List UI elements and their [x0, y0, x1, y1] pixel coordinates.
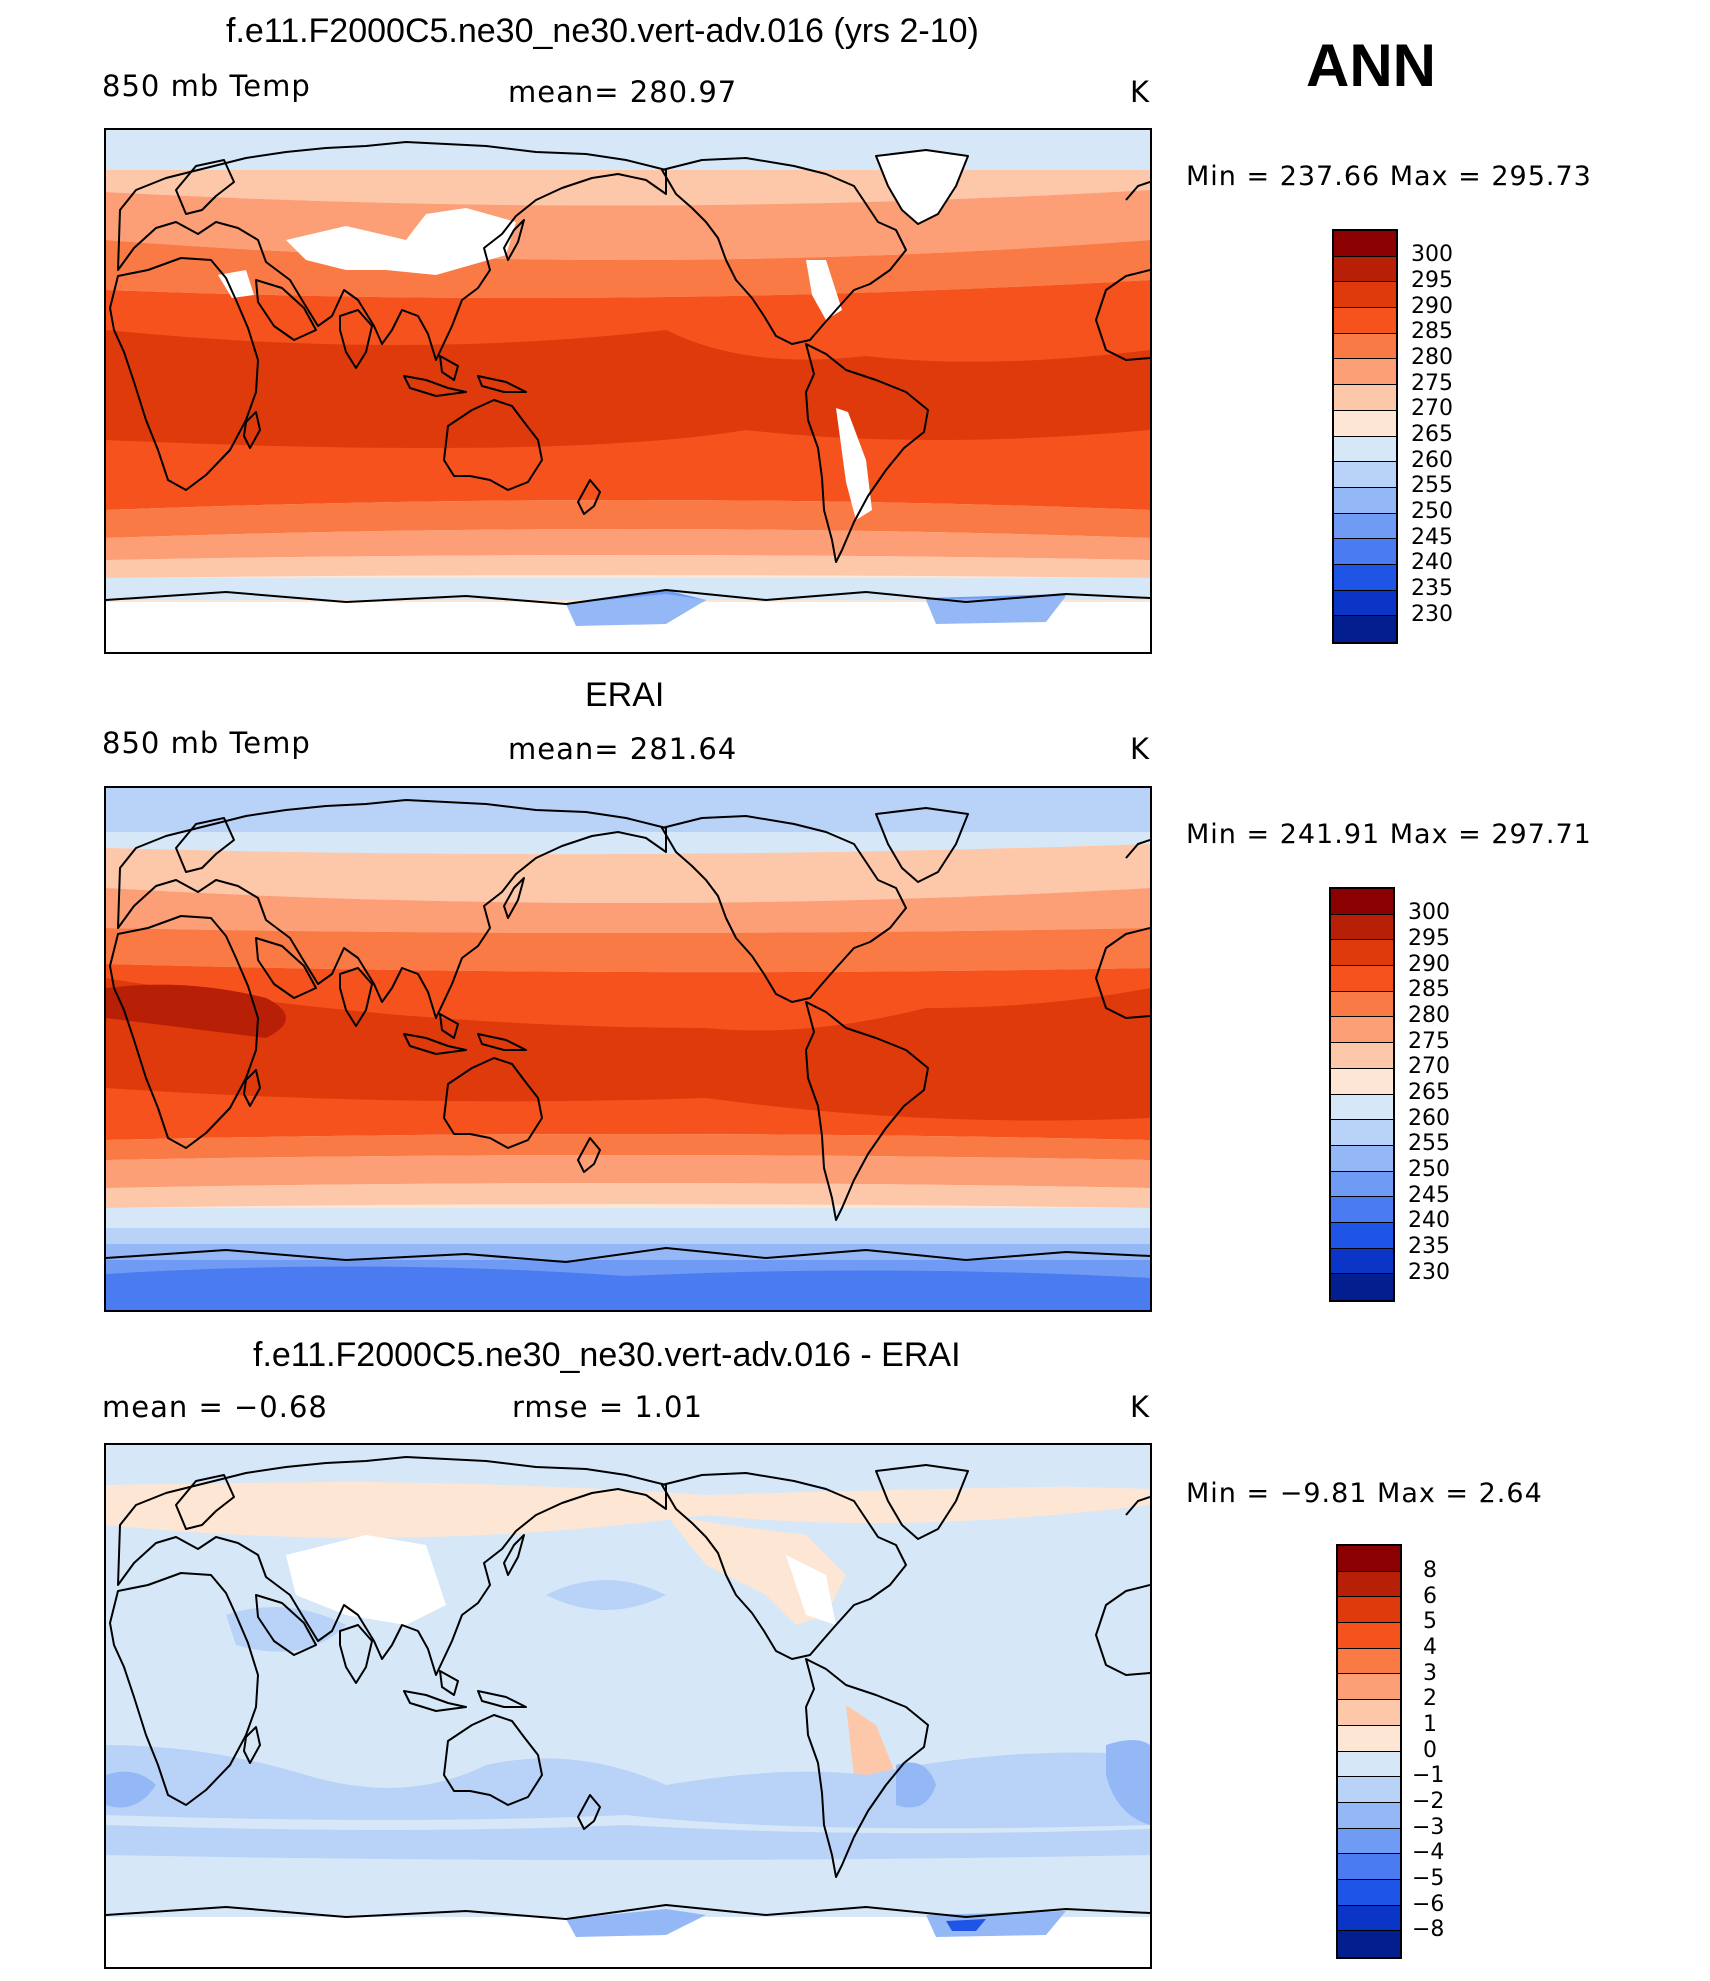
colorbar-3-tick: 1	[1423, 1712, 1437, 1737]
colorbar-3	[1336, 1544, 1402, 1959]
colorbar-2-tick: 230	[1408, 1260, 1450, 1285]
colorbar-1-tick: 265	[1411, 422, 1453, 447]
colorbar-1-tick: 260	[1411, 448, 1453, 473]
colorbar-2-tick: 290	[1408, 952, 1450, 977]
panel-2-units-label: K	[1130, 732, 1151, 766]
colorbar-1-tick: 290	[1411, 294, 1453, 319]
colorbar-1	[1332, 229, 1398, 644]
panel-3-mean-label: mean = −0.68	[102, 1390, 328, 1424]
colorbar-3-tick: 6	[1423, 1584, 1437, 1609]
erai-temperature-map	[104, 786, 1152, 1312]
colorbar-2-tick: 265	[1408, 1080, 1450, 1105]
panel-3-rmse-label: rmse = 1.01	[512, 1390, 703, 1424]
panel-2-minmax-label: Min = 241.91 Max = 297.71	[1186, 819, 1592, 850]
colorbar-1-tick: 250	[1411, 499, 1453, 524]
colorbar-3-tick: −4	[1412, 1840, 1445, 1865]
colorbar-2-tick: 250	[1408, 1157, 1450, 1182]
colorbar-3-tick: 4	[1423, 1635, 1437, 1660]
colorbar-2-tick: 300	[1408, 900, 1450, 925]
colorbar-3-tick: −1	[1412, 1763, 1445, 1788]
colorbar-3-tick: −8	[1412, 1917, 1445, 1942]
colorbar-3-tick: 8	[1423, 1558, 1437, 1583]
colorbar-3-tick: −5	[1412, 1866, 1445, 1891]
panel-3-minmax-label: Min = −9.81 Max = 2.64	[1186, 1478, 1543, 1509]
colorbar-3-tick: −2	[1412, 1789, 1445, 1814]
colorbar-1-tick: 230	[1411, 602, 1453, 627]
colorbar-2-tick: 275	[1408, 1029, 1450, 1054]
colorbar-1-tick: 270	[1411, 396, 1453, 421]
panel-2-variable-label: 850 mb Temp	[102, 726, 311, 760]
panel-1-minmax-label: Min = 237.66 Max = 295.73	[1186, 161, 1592, 192]
colorbar-3-tick: 2	[1423, 1686, 1437, 1711]
colorbar-2-tick: 235	[1408, 1234, 1450, 1259]
colorbar-3-tick: 0	[1423, 1738, 1437, 1763]
colorbar-2-tick: 285	[1408, 977, 1450, 1002]
colorbar-1-tick: 295	[1411, 268, 1453, 293]
colorbar-2-tick: 260	[1408, 1106, 1450, 1131]
colorbar-2	[1329, 887, 1395, 1302]
colorbar-1-tick: 245	[1411, 525, 1453, 550]
colorbar-1-tick: 285	[1411, 319, 1453, 344]
colorbar-2-tick: 270	[1408, 1054, 1450, 1079]
colorbar-2-tick: 255	[1408, 1131, 1450, 1156]
panel-1-mean-label: mean= 280.97	[508, 75, 738, 109]
panel-3-units-label: K	[1130, 1390, 1151, 1424]
difference-map	[104, 1443, 1152, 1969]
panel-1-units-label: K	[1130, 75, 1151, 109]
colorbar-3-tick: 3	[1423, 1661, 1437, 1686]
panel-1-variable-label: 850 mb Temp	[102, 69, 311, 103]
panel-2-mean-label: mean= 281.64	[508, 732, 738, 766]
colorbar-1-tick: 255	[1411, 473, 1453, 498]
colorbar-2-tick: 280	[1408, 1003, 1450, 1028]
season-label: ANN	[1306, 32, 1436, 99]
panel-2-title: ERAI	[585, 676, 665, 714]
colorbar-1-tick: 280	[1411, 345, 1453, 370]
colorbar-2-tick: 245	[1408, 1183, 1450, 1208]
colorbar-1-tick: 240	[1411, 550, 1453, 575]
panel-3-title: f.e11.F2000C5.ne30_ne30.vert-adv.016 - E…	[253, 1336, 961, 1374]
model-temperature-map	[104, 128, 1152, 654]
colorbar-1-tick: 300	[1411, 242, 1453, 267]
colorbar-1-tick: 275	[1411, 371, 1453, 396]
colorbar-2-tick: 295	[1408, 926, 1450, 951]
colorbar-3-tick: −6	[1412, 1892, 1445, 1917]
panel-1-title: f.e11.F2000C5.ne30_ne30.vert-adv.016 (yr…	[226, 12, 979, 50]
colorbar-2-tick: 240	[1408, 1208, 1450, 1233]
colorbar-3-tick: −3	[1412, 1815, 1445, 1840]
colorbar-3-tick: 5	[1423, 1609, 1437, 1634]
colorbar-1-tick: 235	[1411, 576, 1453, 601]
